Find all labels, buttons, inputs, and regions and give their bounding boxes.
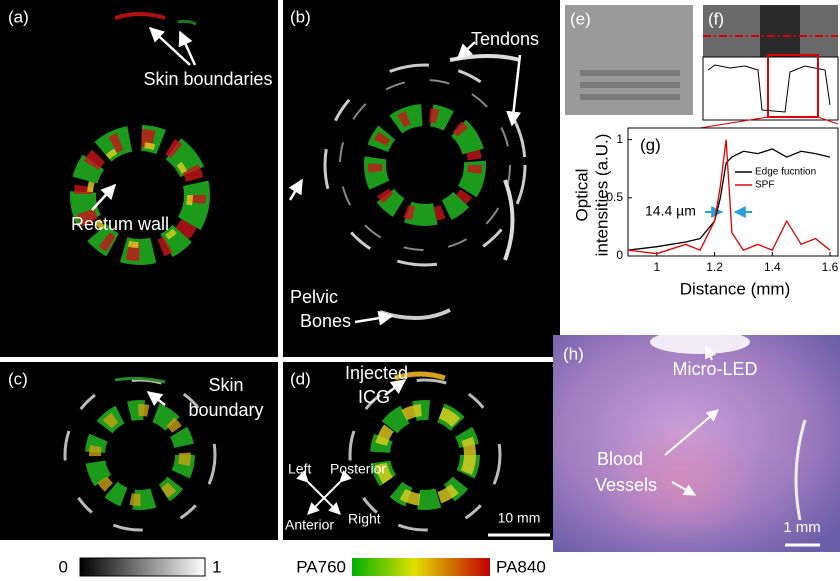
annotation: Rectum wall bbox=[71, 214, 169, 234]
panel-label: (h) bbox=[563, 344, 584, 363]
colorbars: 0 1 PA760 PA840 bbox=[59, 557, 546, 576]
x-axis-label: Distance (mm) bbox=[680, 279, 791, 298]
annotation: Skin boundaries bbox=[143, 69, 272, 89]
scale-bar-label: 1 mm bbox=[783, 519, 821, 536]
panel-e: (e) bbox=[565, 5, 693, 115]
orientation-label: Left bbox=[288, 461, 311, 477]
panel-g: (g) 14.4 µm Distance (mm) Optical intens… bbox=[572, 128, 838, 298]
line bbox=[628, 149, 830, 250]
annotation: Vessels bbox=[595, 475, 657, 495]
annotation: Blood bbox=[597, 449, 643, 469]
x-tick-label: 1.2 bbox=[706, 260, 723, 274]
annotation: Micro-LED bbox=[672, 359, 757, 379]
annotation: ICG bbox=[358, 387, 390, 407]
panel-f: (f) bbox=[700, 5, 838, 128]
y-tick-label: 0.5 bbox=[606, 190, 623, 204]
y-tick-label: 0 bbox=[616, 248, 623, 262]
colorbar-label: 1 bbox=[212, 557, 221, 576]
scale-bar-label: 10 mm bbox=[498, 510, 541, 526]
annotation: Injected bbox=[345, 363, 408, 383]
panel-label: (g) bbox=[640, 135, 661, 154]
colorbar-label: PA760 bbox=[296, 557, 346, 576]
x-tick-label: 1.6 bbox=[822, 260, 839, 274]
colorbar-label: 0 bbox=[59, 557, 68, 576]
panel-label: (b) bbox=[290, 7, 311, 26]
legend-label: Edge fucntion bbox=[755, 167, 816, 178]
line bbox=[628, 140, 830, 254]
legend-label: SPF bbox=[755, 180, 774, 191]
colorbar-label: PA840 bbox=[496, 557, 546, 576]
x-tick-label: 1.4 bbox=[764, 260, 781, 274]
panel-b: (b) Tendons Pelvic Bones bbox=[283, 0, 560, 357]
figure: (a) Skin boundaries Rectum wall (b) Tend… bbox=[0, 0, 840, 581]
annotation: Pelvic bbox=[290, 287, 338, 307]
panel-label: (c) bbox=[8, 369, 28, 388]
panel-label: (d) bbox=[290, 369, 311, 388]
annotation: 14.4 µm bbox=[645, 203, 696, 219]
panel-label: (e) bbox=[570, 9, 591, 28]
x-tick-label: 1 bbox=[654, 260, 661, 274]
panel-d: (d) Injected ICG Left Posterior Anterior… bbox=[283, 362, 560, 540]
panel-c: (c) Skin boundary bbox=[0, 362, 278, 540]
orientation-label: Anterior bbox=[285, 517, 334, 533]
annotation: boundary bbox=[188, 400, 263, 420]
annotation: Tendons bbox=[471, 29, 539, 49]
panel-label: (a) bbox=[8, 7, 29, 26]
annotation: Bones bbox=[300, 311, 351, 331]
orientation-label: Right bbox=[348, 511, 381, 527]
orientation-label: Posterior bbox=[330, 461, 386, 477]
y-tick-label: 1 bbox=[616, 132, 623, 146]
y-axis-label: Optical bbox=[572, 169, 591, 222]
panel-a: (a) Skin boundaries Rectum wall bbox=[0, 0, 278, 357]
panel-h: (h) Micro-LED Blood Vessels 1 mm bbox=[553, 330, 840, 552]
panel-label: (f) bbox=[708, 9, 724, 28]
annotation: Skin bbox=[208, 375, 243, 395]
